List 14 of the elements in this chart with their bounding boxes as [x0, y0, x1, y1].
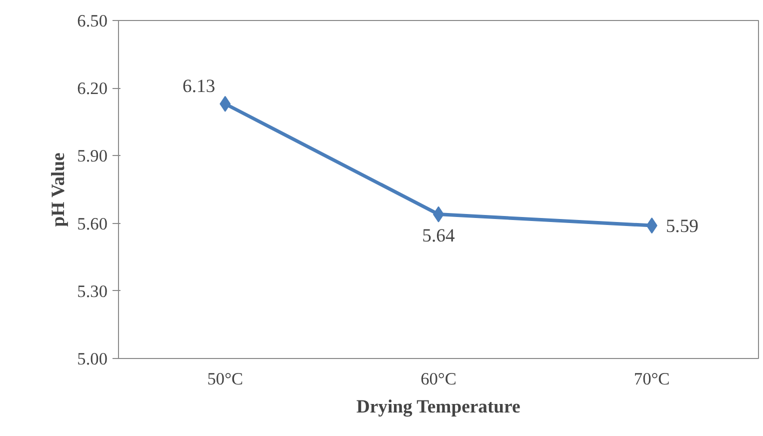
data-label: 5.64: [422, 225, 456, 246]
x-axis-title: Drying Temperature: [356, 396, 520, 418]
y-tick-label: 5.60: [77, 214, 108, 234]
data-label: 5.59: [666, 216, 698, 238]
y-tick-label: 6.50: [77, 12, 108, 30]
y-tick-label: 5.00: [77, 350, 108, 368]
y-axis-title: pH Value: [48, 152, 70, 227]
x-tick-label: 50°C: [207, 370, 244, 388]
y-tick-label: 5.30: [77, 282, 108, 301]
data-label: 6.13: [182, 76, 216, 97]
y-tick-label: 6.20: [77, 79, 108, 98]
x-tick-label: 70°C: [634, 370, 670, 388]
x-tick-label: 60°C: [420, 370, 456, 388]
y-tick-label: 5.90: [77, 146, 108, 166]
